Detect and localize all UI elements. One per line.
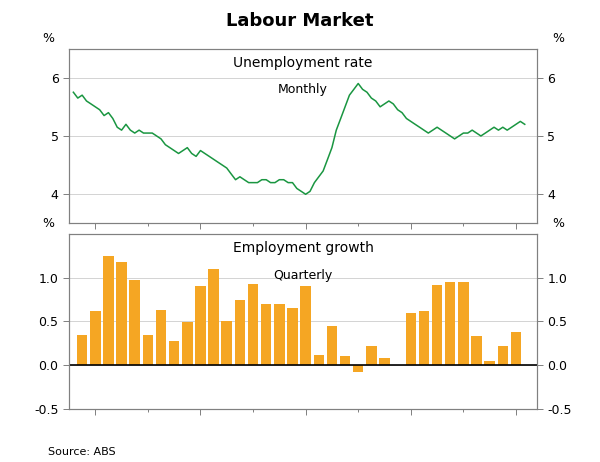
Bar — [221, 322, 232, 365]
Text: Monthly: Monthly — [278, 84, 328, 97]
Text: %: % — [42, 32, 54, 45]
Bar — [379, 358, 390, 365]
Bar — [116, 262, 127, 365]
Bar — [208, 269, 219, 365]
Bar — [248, 284, 259, 365]
Bar — [497, 346, 508, 365]
Text: Employment growth: Employment growth — [233, 241, 373, 255]
Bar — [301, 286, 311, 365]
Text: %: % — [552, 32, 564, 45]
Bar — [471, 336, 482, 365]
Text: %: % — [552, 218, 564, 231]
Bar — [274, 304, 284, 365]
Bar — [143, 334, 153, 365]
Bar — [103, 256, 113, 365]
Bar — [406, 313, 416, 365]
Bar — [235, 299, 245, 365]
Text: %: % — [42, 218, 54, 231]
Text: Quarterly: Quarterly — [274, 269, 332, 282]
Bar — [326, 326, 337, 365]
Bar — [130, 280, 140, 365]
Bar — [484, 361, 495, 365]
Bar — [314, 355, 324, 365]
Bar — [156, 310, 166, 365]
Bar — [195, 286, 206, 365]
Bar — [511, 332, 521, 365]
Text: Labour Market: Labour Market — [226, 12, 374, 30]
Bar — [445, 282, 455, 365]
Bar — [287, 308, 298, 365]
Bar — [340, 356, 350, 365]
Bar — [366, 346, 377, 365]
Bar — [353, 365, 364, 372]
Text: Unemployment rate: Unemployment rate — [233, 55, 373, 69]
Bar — [432, 285, 442, 365]
Bar — [169, 340, 179, 365]
Bar — [419, 311, 429, 365]
Bar — [182, 322, 193, 365]
Text: Source: ABS: Source: ABS — [48, 447, 116, 457]
Bar — [458, 282, 469, 365]
Bar — [77, 334, 88, 365]
Bar — [261, 304, 271, 365]
Bar — [90, 311, 101, 365]
